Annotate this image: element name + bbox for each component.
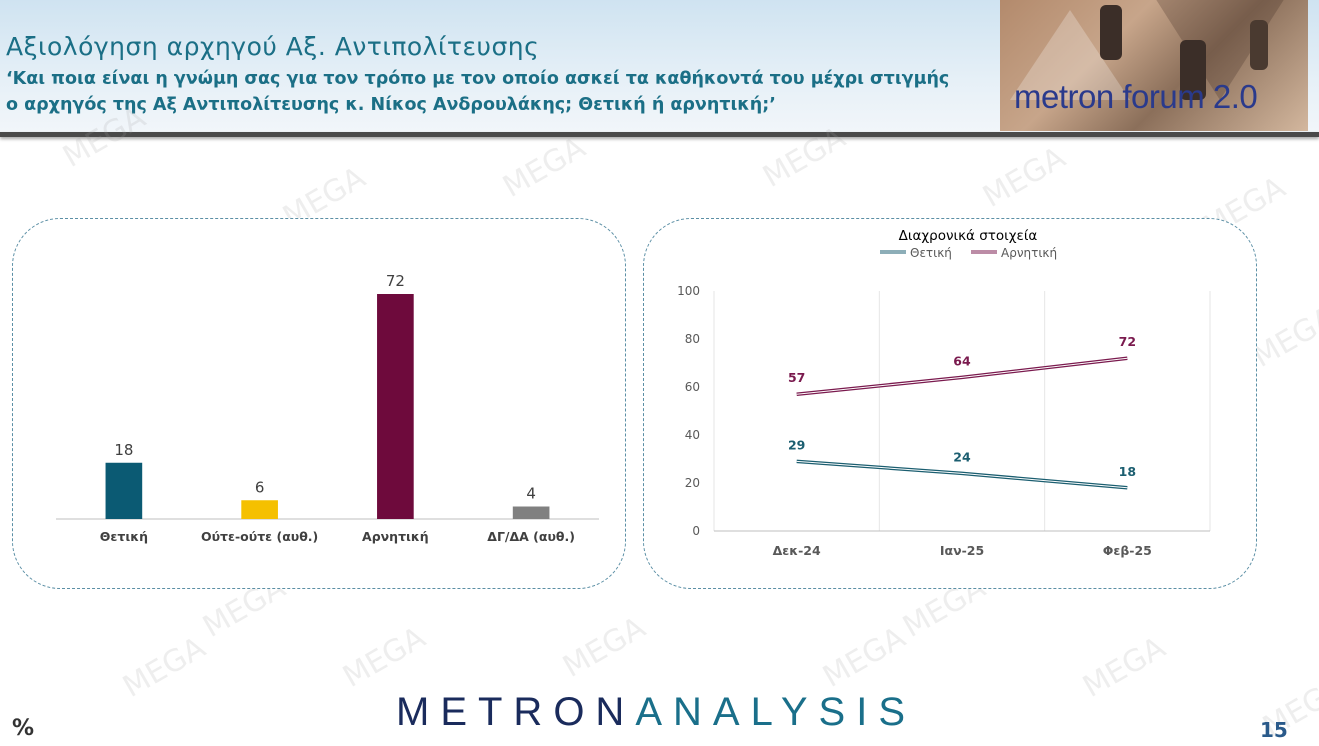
- watermark: MEGA: [1247, 300, 1319, 375]
- legend-label: Θετική: [910, 246, 952, 260]
- data-label: 18: [114, 441, 133, 459]
- line-chart: 0 20 40 60 80 100 Δεκ-24 Ιαν-25 Φεβ-25 Διαχρονικά…: [677, 228, 1211, 558]
- legend-label: Αρνητική: [1001, 246, 1057, 260]
- category-label: Θετική: [100, 529, 148, 544]
- series-line-highlight: [796, 357, 1128, 395]
- y-tick-label: 40: [685, 428, 700, 442]
- series-line-highlight: [796, 460, 1128, 489]
- watermark: MEGA: [557, 610, 652, 685]
- page-number: 15: [1260, 718, 1288, 742]
- y-tick-label: 0: [692, 524, 700, 538]
- watermark: MEGA: [117, 630, 212, 705]
- logo-figure: [1100, 5, 1122, 60]
- chart-title: Διαχρονικά στοιχεία: [899, 228, 1038, 244]
- category-label: ΔΓ/ΔΑ (αυθ.): [487, 529, 575, 544]
- logo-part-2: ANALYSIS: [635, 690, 917, 734]
- y-tick-label: 60: [685, 380, 700, 394]
- data-label: 72: [1119, 334, 1136, 349]
- data-label: 6: [255, 478, 265, 496]
- metron-forum-logo: metron forum 2.0: [1000, 0, 1308, 131]
- data-label: 64: [953, 353, 971, 368]
- y-tick-label: 100: [677, 284, 700, 298]
- logo-figure: [1180, 40, 1206, 100]
- data-label: 29: [788, 437, 805, 452]
- data-label: 57: [788, 370, 805, 385]
- data-label: 24: [953, 449, 971, 464]
- data-label: 4: [526, 485, 536, 503]
- watermark: MEGA: [977, 140, 1072, 215]
- category-label: Ούτε-ούτε (αυθ.): [201, 529, 318, 544]
- line-chart-panel: 0 20 40 60 80 100 Δεκ-24 Ιαν-25 Φεβ-25 Διαχρονικά…: [643, 218, 1257, 589]
- metron-analysis-logo: METRONANALYSIS: [396, 690, 916, 735]
- header-divider: [0, 132, 1319, 137]
- bar: [512, 506, 550, 519]
- data-label: 18: [1119, 464, 1136, 479]
- page-subtitle: ‘Και ποια είναι η γνώμη σας για τον τρόπ…: [6, 69, 950, 115]
- x-tick-label: Φεβ-25: [1103, 543, 1152, 558]
- watermark: MEGA: [497, 130, 592, 205]
- logo-part-1: METRON: [396, 690, 636, 734]
- x-tick-label: Δεκ-24: [773, 543, 821, 558]
- watermark: MEGA: [337, 620, 432, 695]
- x-tick-label: Ιαν-25: [940, 543, 984, 558]
- category-label: Αρνητική: [362, 529, 429, 544]
- watermark: MEGA: [817, 620, 912, 695]
- bar: [377, 294, 414, 519]
- page-title: Αξιολόγηση αρχηγού Αξ. Αντιπολίτευσης: [6, 32, 540, 61]
- percent-symbol: %: [12, 716, 35, 741]
- y-tick-label: 80: [685, 332, 700, 346]
- logo-text: metron forum 2.0: [1014, 78, 1258, 115]
- watermark: MEGA: [1077, 630, 1172, 705]
- bar-chart-panel: 18 Θετική 6 Ούτε-ούτε (αυθ.) 72 Αρνητική 4 ΔΓ/Δ…: [12, 218, 626, 589]
- logo-figure: [1250, 20, 1268, 70]
- data-label: 72: [386, 272, 405, 290]
- bar: [241, 500, 278, 519]
- bar-chart: 18 Θετική 6 Ούτε-ούτε (αυθ.) 72 Αρνητική 4 ΔΓ/Δ…: [56, 272, 599, 544]
- y-tick-label: 20: [685, 476, 700, 490]
- bar: [105, 462, 143, 519]
